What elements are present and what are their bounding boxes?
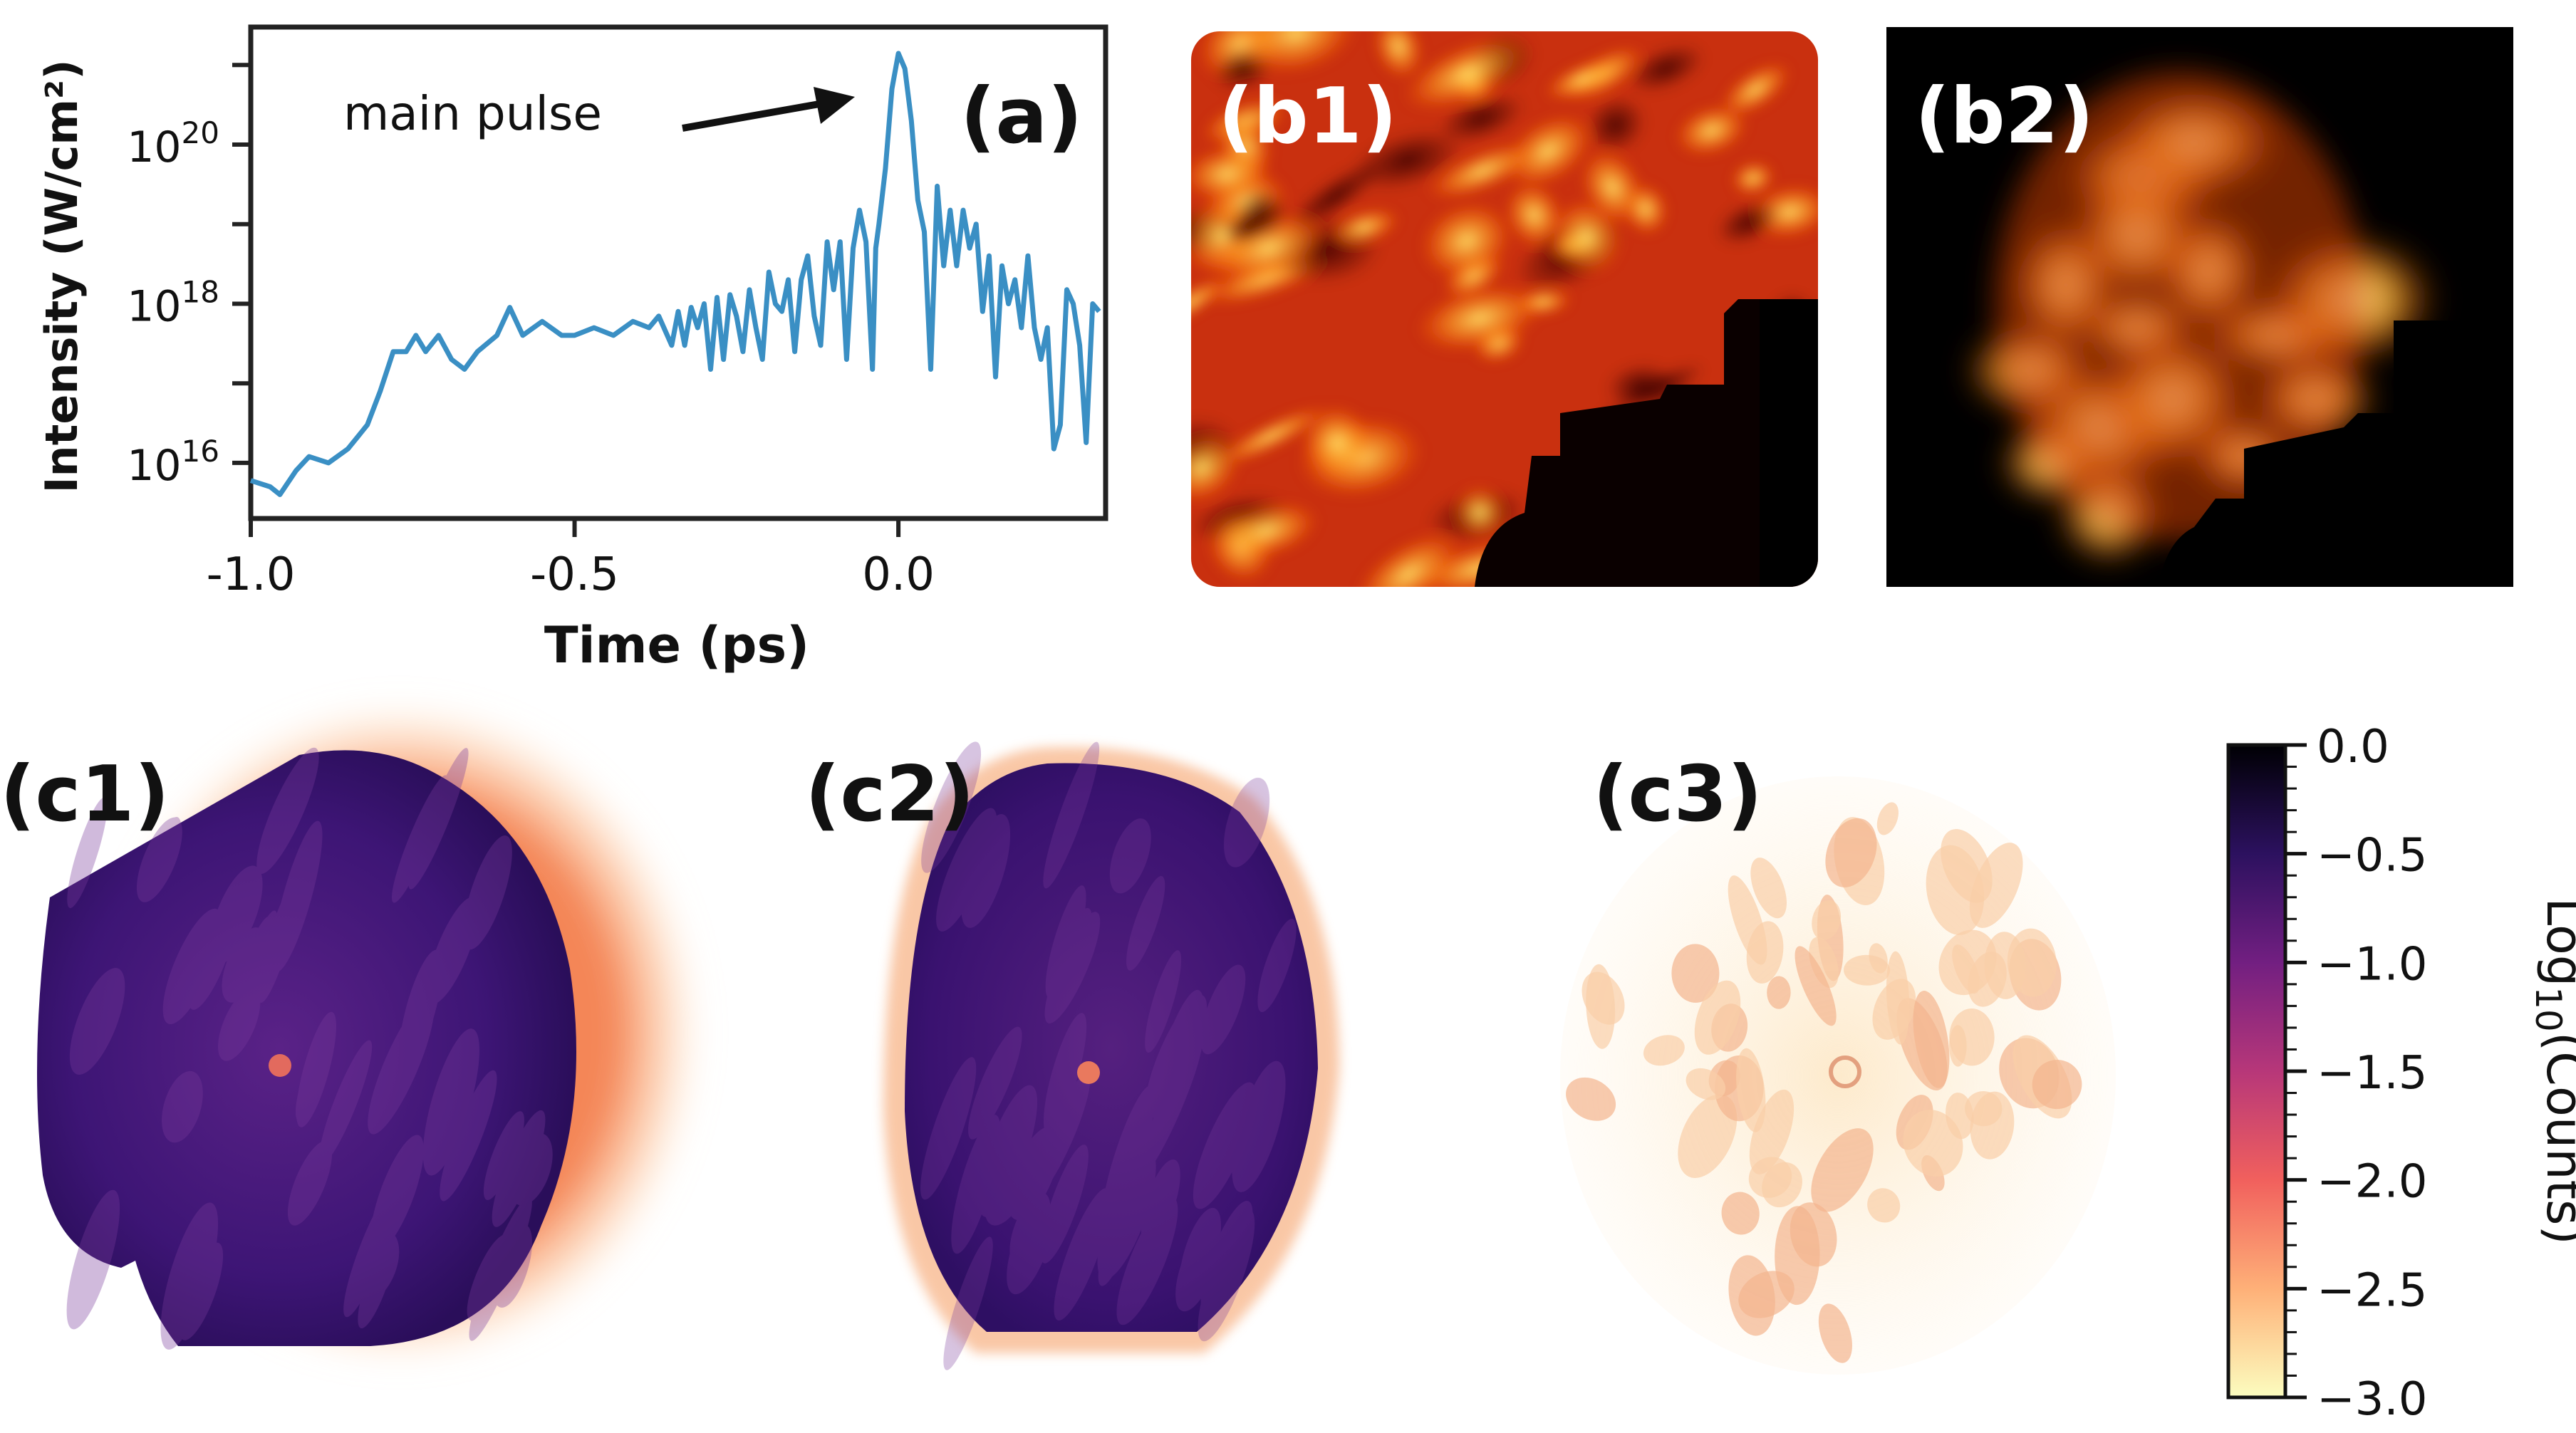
colorbar-tick-label: −2.5 [2317, 1264, 2427, 1317]
panel-a-xlabel: Time (ps) [544, 616, 809, 674]
colorbar-tick-label: −3.0 [2317, 1373, 2427, 1426]
colorbar: 0.0 −0.5 −1.0 −1.5 −2.0 −2.5 −3.0 Log10(Counts… [2226, 721, 2576, 1426]
panel-c3-label: (c3) [1593, 750, 1762, 839]
b2-target-holder-silhouette [2159, 321, 2513, 587]
c1-center-spot [269, 1054, 291, 1077]
colorbar-label: Log10(Counts) [2528, 897, 2576, 1245]
colorbar-tick-label: −2.0 [2317, 1156, 2427, 1209]
y-axis-ticks: 1016 1018 1020 [127, 63, 251, 491]
main-pulse-arrow [682, 87, 855, 132]
panel-c3-image: (c3) [1560, 750, 2116, 1375]
main-pulse-annotation: main pulse [343, 86, 602, 141]
colorbar-tick-label: −1.0 [2317, 938, 2427, 991]
panel-a-line-chart: 1016 1018 1020 -1.0 -0.5 0.0 Intensity (W/cm… [36, 24, 1108, 674]
b1-target-holder-silhouette [1475, 299, 1818, 587]
colorbar-tick-label: −1.5 [2317, 1047, 2427, 1100]
panel-a-ylabel: Intensity (W/cm²) [36, 59, 88, 493]
colorbar-gradient [2226, 743, 2287, 1400]
panel-b1-label: (b1) [1218, 72, 1397, 161]
colorbar-tick-label: −0.5 [2317, 830, 2427, 882]
panel-c2-label: (c2) [805, 750, 975, 839]
x-tick-label: -0.5 [530, 548, 619, 601]
y-tick-label: 1018 [127, 274, 219, 331]
intensity-series-line [249, 51, 1101, 497]
panel-c1-image: (c1) [0, 698, 705, 1367]
panel-a-plot-frame [248, 24, 1108, 521]
colorbar-ticks: 0.0 −0.5 −1.0 −1.5 −2.0 −2.5 −3.0 [2285, 721, 2427, 1426]
panel-c2-image: (c2) [805, 741, 1339, 1370]
y-tick-label: 1016 [127, 434, 219, 491]
panel-b1-image: (b1) [1191, 31, 1818, 587]
c2-center-spot [1077, 1061, 1100, 1084]
x-tick-label: 0.0 [862, 548, 935, 601]
x-axis-ticks: -1.0 -0.5 0.0 [207, 519, 935, 601]
y-tick-label: 1020 [127, 115, 219, 172]
panel-a-label: (a) [960, 72, 1083, 161]
colorbar-tick-label: 0.0 [2317, 721, 2389, 773]
panel-b2-image: (b2) [1886, 27, 2513, 587]
panel-c1-label: (c1) [0, 750, 170, 839]
x-tick-label: -1.0 [207, 548, 296, 601]
c2-beam-footprint [905, 763, 1318, 1332]
c3-center-spot [1829, 1056, 1861, 1088]
c1-beam-footprint [37, 750, 576, 1346]
panel-b2-label: (b2) [1915, 72, 2094, 161]
